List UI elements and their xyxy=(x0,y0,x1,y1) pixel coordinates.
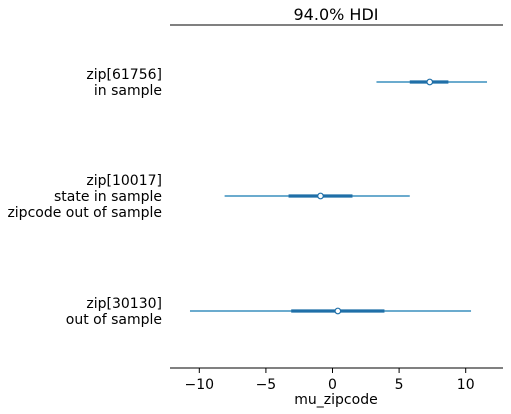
forest-rows: zip[61756]in sample zip[10017]state in sa… xyxy=(7,67,488,328)
x-tick-label: 5 xyxy=(395,377,404,393)
x-axis-ticks: −10 −5 0 5 10 xyxy=(185,368,475,393)
mean-point xyxy=(426,78,434,86)
row-label: zip[30130] xyxy=(86,296,162,312)
row-label: out of sample xyxy=(66,312,162,328)
row-label: zip[61756] xyxy=(86,67,162,83)
chart-title: 94.0% HDI xyxy=(294,5,379,24)
x-tick-label: −10 xyxy=(185,377,215,393)
row-label: state in sample xyxy=(54,189,162,205)
x-tick-label: 10 xyxy=(457,377,475,393)
mean-point xyxy=(334,307,342,315)
forest-row: zip[61756]in sample xyxy=(86,67,488,99)
x-tick-label: 0 xyxy=(328,377,337,393)
row-label: in sample xyxy=(94,83,162,99)
x-tick-label: −5 xyxy=(256,377,277,393)
forest-row: zip[30130]out of sample xyxy=(66,296,472,328)
row-label: zip[10017] xyxy=(86,173,162,189)
mean-point xyxy=(317,192,324,200)
x-axis-label: mu_zipcode xyxy=(294,392,377,408)
row-label: zipcode out of sample xyxy=(7,205,162,221)
